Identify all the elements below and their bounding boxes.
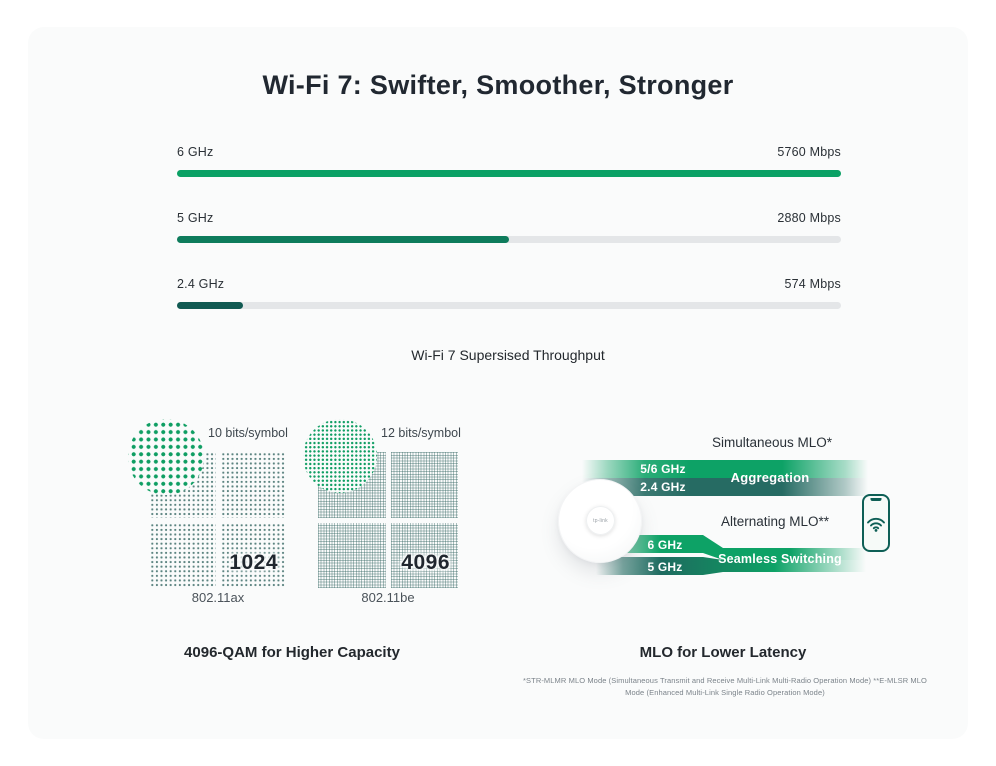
qam-section-heading: 4096-QAM for Higher Capacity (184, 644, 400, 661)
band-24ghz-label: 2.4 GHz (640, 480, 686, 494)
funnel-bands-graphic (596, 535, 866, 575)
throughput-row-6ghz: 6 GHz 5760 Mbps (177, 145, 841, 189)
qam-order-1024: 1024 (229, 551, 278, 574)
access-point-button: tp-link (586, 506, 615, 535)
alternating-mlo-title: Alternating MLO** (720, 514, 830, 529)
throughput-row-5ghz: 5 GHz 2880 Mbps (177, 211, 841, 255)
band-value: 2880 Mbps (777, 211, 841, 225)
wifi-icon (867, 517, 885, 532)
aggregation-label: Aggregation (730, 470, 810, 485)
bits-per-symbol-label: 10 bits/symbol (208, 426, 288, 440)
band-24ghz (582, 478, 868, 496)
bits-per-symbol-label: 12 bits/symbol (381, 426, 461, 440)
seamless-switching-label: Seamless Switching (718, 552, 842, 566)
simultaneous-mlo-title: Simultaneous MLO* (711, 435, 833, 450)
phone-icon (862, 494, 890, 552)
symbol-circle-10bit (128, 419, 204, 495)
phone-notch (870, 497, 882, 501)
page-title: Wi-Fi 7: Swifter, Smoother, Stronger (262, 70, 734, 100)
bar-fill-24ghz (177, 302, 244, 309)
band-value: 5760 Mbps (777, 145, 841, 159)
constellation-quadrant (390, 522, 458, 588)
band-6ghz-label: 6 GHz (647, 538, 683, 552)
band-6ghz-shape (596, 535, 866, 560)
band-label: 5 GHz (177, 211, 214, 225)
constellation-quadrant (390, 452, 458, 518)
constellation-quadrant (220, 522, 286, 588)
chart-caption: Wi-Fi 7 Supersised Throughput (411, 347, 605, 363)
constellation-quadrant (220, 452, 286, 518)
card-background (28, 27, 968, 739)
band-label: 6 GHz (177, 145, 214, 159)
tplink-logo: tp-link (593, 517, 608, 524)
bar-track (177, 302, 841, 309)
band-label: 2.4 GHz (177, 277, 225, 291)
bar-fill-5ghz (177, 236, 509, 243)
bar-fill-6ghz (177, 170, 841, 177)
constellation-quadrant (150, 522, 216, 588)
qam-order-4096: 4096 (401, 551, 450, 574)
standard-label-ax: 802.11ax (191, 590, 245, 605)
constellation-quadrant (318, 522, 386, 588)
band-5-6ghz (582, 460, 868, 478)
standard-label-be: 802.11be (361, 590, 415, 605)
access-point-device: tp-link (558, 479, 642, 563)
bar-track (177, 236, 841, 243)
band-5-6ghz-label: 5/6 GHz (640, 462, 686, 476)
band-value: 574 Mbps (784, 277, 841, 291)
throughput-row-24ghz: 2.4 GHz 574 Mbps (177, 277, 841, 321)
mlo-section-heading: MLO for Lower Latency (639, 644, 807, 661)
symbol-circle-12bit (303, 419, 377, 493)
mlo-footnote: *STR-MLMR MLO Mode (Simultaneous Transmi… (523, 676, 927, 697)
bar-track (177, 170, 841, 177)
band-5ghz-shape (596, 557, 866, 575)
band-5ghz-label: 5 GHz (647, 560, 683, 574)
